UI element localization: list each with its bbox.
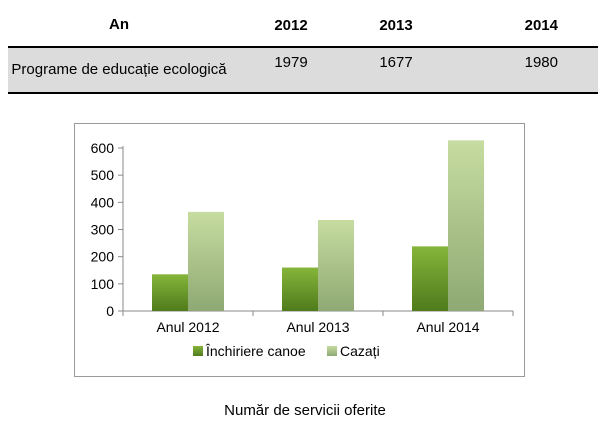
y-tick-label: 0 bbox=[106, 303, 114, 319]
header-cell-2014: 2014 bbox=[524, 16, 558, 34]
y-tick-label: 500 bbox=[91, 167, 115, 183]
legend-label: Cazați bbox=[340, 343, 380, 359]
row-value-2014: 1980 bbox=[524, 54, 558, 71]
row-value-2013: 1677 bbox=[379, 54, 413, 71]
bar-cazati-1 bbox=[188, 211, 224, 311]
bar-inchiriere-canoe-2 bbox=[282, 267, 318, 311]
row-value-2012: 1979 bbox=[274, 54, 308, 71]
header-cell-2012: 2012 bbox=[274, 16, 308, 34]
chart-caption: Număr de servicii oferite bbox=[224, 402, 386, 419]
y-tick-label: 400 bbox=[91, 194, 115, 210]
y-tick-label: 300 bbox=[91, 222, 115, 238]
bar-cazati-3 bbox=[448, 140, 484, 311]
x-category-label: Anul 2012 bbox=[156, 319, 219, 335]
table-row: Programe de educație ecologică 1979 1677… bbox=[8, 48, 598, 94]
y-tick-label: 100 bbox=[91, 276, 115, 292]
data-table: An 2012 2013 2014 Programe de educație e… bbox=[8, 4, 598, 94]
bar-inchiriere-canoe-3 bbox=[412, 246, 448, 311]
legend-label: Închiriere canoe bbox=[205, 343, 306, 359]
header-cell-an: An bbox=[109, 16, 129, 33]
chart-svg: 0 100 200 300 400 500 600 Anul 2012 Anul 2013 Anu… bbox=[91, 140, 514, 359]
bar-inchiriere-canoe-1 bbox=[152, 274, 188, 311]
legend-swatch bbox=[193, 346, 203, 356]
x-category-label: Anul 2013 bbox=[286, 319, 349, 335]
bar-chart: 0 100 200 300 400 500 600 Anul 2012 Anul 2013 Anu… bbox=[74, 123, 525, 377]
header-cell-2013: 2013 bbox=[379, 16, 413, 34]
y-tick-label: 200 bbox=[91, 249, 115, 265]
bar-cazati-2 bbox=[318, 219, 354, 311]
x-category-label: Anul 2014 bbox=[416, 319, 479, 335]
legend-swatch bbox=[327, 346, 337, 356]
y-tick-label: 600 bbox=[91, 140, 115, 156]
row-label: Programe de educație ecologică bbox=[11, 61, 227, 78]
table-header-row: An 2012 2013 2014 bbox=[8, 4, 598, 48]
